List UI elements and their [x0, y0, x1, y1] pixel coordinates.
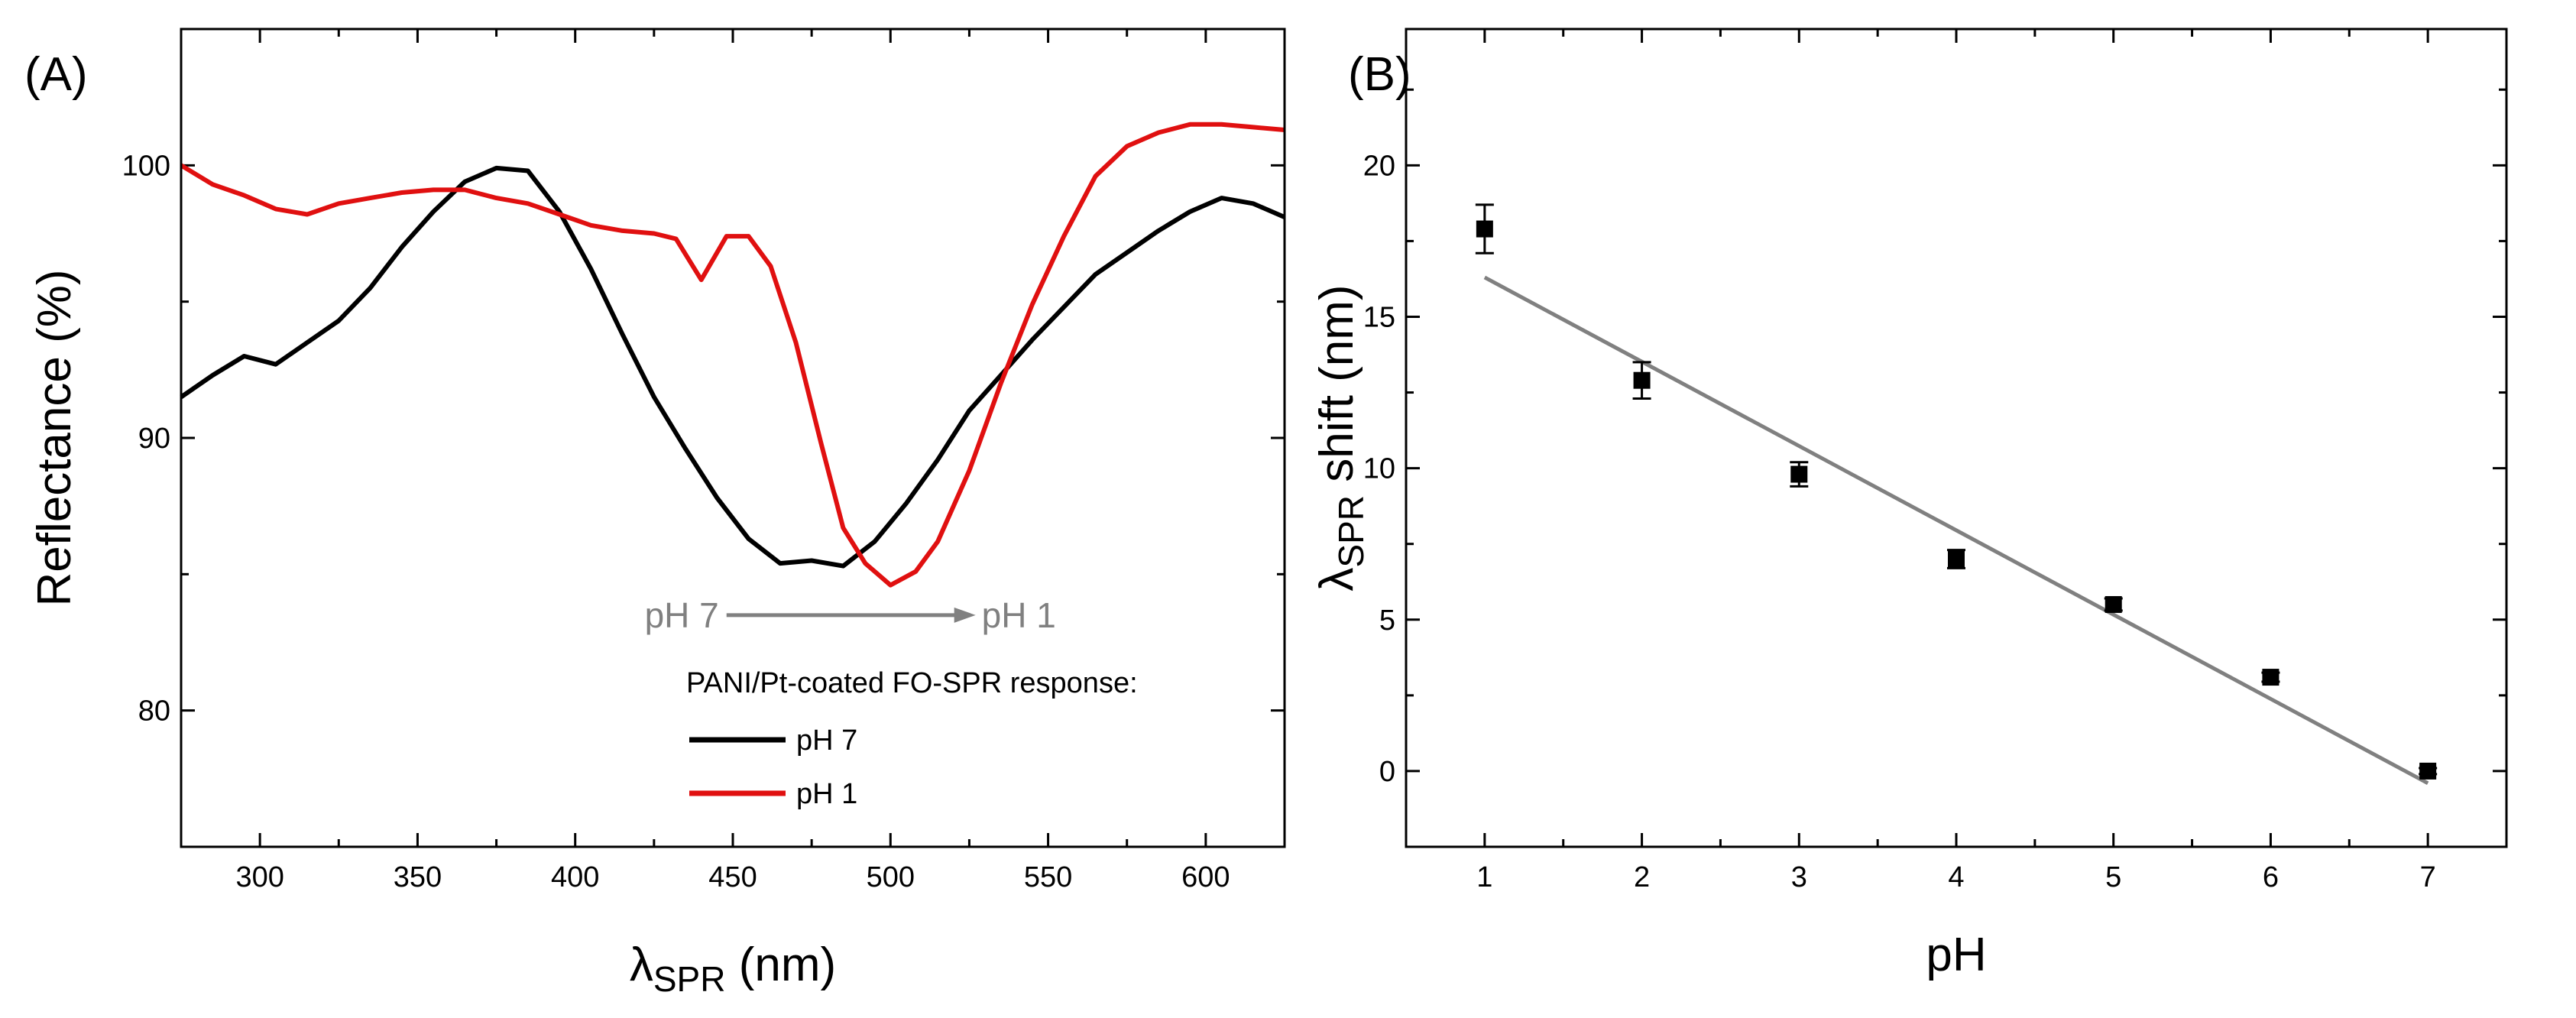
y-tick-label: 80 [138, 695, 170, 728]
x-title-lambda: λ [630, 939, 653, 991]
panel-b-y-axis-title: λSPR shift (nm) [1311, 284, 1371, 591]
panel-a-annotation: pH 7 pH 1 [645, 595, 1056, 635]
data-point [1790, 465, 1808, 483]
panel-b: (B) 1 2 3 4 5 6 7 0 5 10 15 20 λSPR shift (nm) pH [1311, 28, 2508, 981]
y-tick-label: 20 [1363, 150, 1395, 182]
x-tick-label: 6 [2263, 861, 2279, 893]
y-title-rest: shift (nm) [1311, 284, 1363, 495]
x-title-sub: SPR [653, 959, 726, 999]
x-tick-label: 500 [867, 861, 915, 893]
x-tick-label: 4 [1948, 861, 1964, 893]
series-ph1-line [180, 122, 1285, 588]
y-tick-label: 90 [138, 423, 170, 455]
panel-b-frame [1405, 28, 2508, 848]
panel-a-label: (A) [24, 48, 88, 101]
panel-a-y-axis-title: Reflectance (%) [28, 269, 81, 606]
x-title-unit: (nm) [739, 939, 836, 991]
x-tick-label: 5 [2105, 861, 2121, 893]
annotation-arrowhead [954, 607, 976, 623]
fit-line [1483, 275, 2429, 785]
data-point [2105, 595, 2122, 613]
y-tick-label: 100 [122, 150, 170, 182]
annotation-to-label: pH 1 [982, 595, 1056, 635]
x-tick-label: 2 [1634, 861, 1650, 893]
panel-b-points [1475, 203, 2438, 780]
x-tick-label: 3 [1791, 861, 1807, 893]
y-tick-label: 5 [1379, 605, 1395, 637]
panel-a: (A) 300 350 400 450 500 550 600 80 90 100 pH 7 pH… [24, 28, 1286, 999]
panel-a-series [180, 122, 1286, 588]
panel-a-legend: PANI/Pt-coated FO-SPR response: pH 7 pH … [686, 667, 1138, 810]
x-tick-label: 450 [708, 861, 757, 893]
x-title-space [725, 939, 738, 991]
data-point [1948, 550, 1965, 568]
y-title-sub: SPR [1331, 495, 1371, 568]
x-tick-label: 550 [1024, 861, 1072, 893]
y-tick-label: 15 [1363, 301, 1395, 333]
y-title-lambda: λ [1311, 568, 1363, 592]
annotation-from-label: pH 7 [645, 595, 719, 635]
panel-a-frame [180, 28, 1286, 848]
x-tick-label: 1 [1476, 861, 1492, 893]
y-tick-label: 10 [1363, 453, 1395, 485]
x-tick-label: 350 [394, 861, 442, 893]
data-point [2262, 669, 2280, 686]
x-tick-label: 7 [2420, 861, 2436, 893]
legend-label-ph7: pH 7 [796, 725, 857, 757]
panel-b-label: (B) [1348, 48, 1411, 101]
panel-b-x-axis-title: pH [1926, 929, 1986, 981]
legend-title: PANI/Pt-coated FO-SPR response: [686, 667, 1138, 699]
y-tick-label: 0 [1379, 756, 1395, 788]
x-tick-label: 400 [551, 861, 599, 893]
x-tick-label: 600 [1181, 861, 1230, 893]
panel-b-ticks: 1 2 3 4 5 6 7 0 5 10 15 20 [1363, 29, 2508, 893]
series-ph7-line [180, 165, 1286, 569]
panel-a-x-axis-title: λSPR (nm) [630, 939, 836, 999]
data-point [1476, 220, 1493, 238]
data-point [2419, 762, 2437, 780]
panel-a-ticks: 300 350 400 450 500 550 600 80 90 100 [122, 28, 1286, 893]
x-tick-label: 300 [235, 861, 284, 893]
legend-label-ph1: pH 1 [796, 778, 857, 810]
data-point [1633, 371, 1651, 389]
